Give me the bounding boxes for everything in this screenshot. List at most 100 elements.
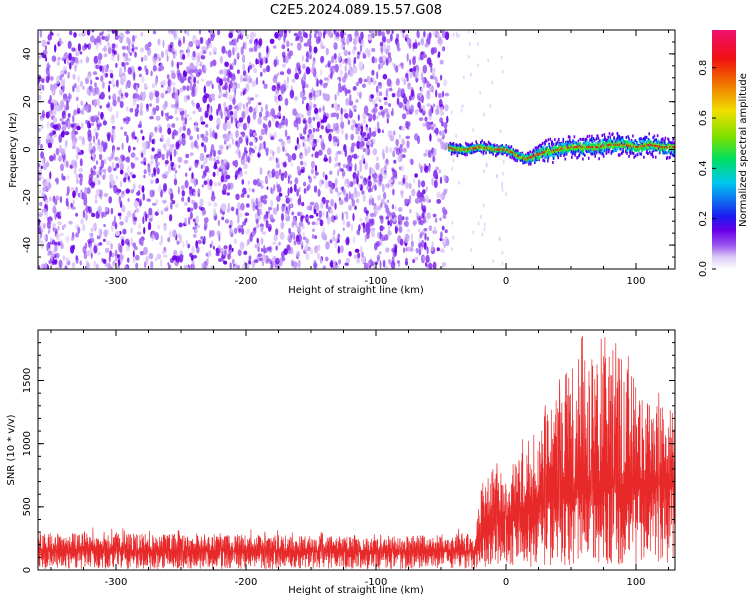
noise-speckle (119, 37, 123, 43)
noise-speckle (84, 187, 87, 195)
noise-speckle (375, 210, 379, 214)
noise-speckle (451, 110, 453, 114)
noise-speckle (406, 102, 409, 110)
noise-speckle (99, 65, 102, 71)
noise-speckle (270, 108, 275, 117)
noise-speckle (109, 174, 113, 183)
noise-speckle (98, 53, 103, 61)
noise-speckle (187, 128, 191, 136)
noise-speckle (308, 117, 312, 124)
noise-speckle (356, 198, 359, 203)
noise-speckle (39, 202, 42, 206)
noise-speckle (342, 76, 347, 82)
noise-speckle (138, 66, 142, 70)
noise-speckle (65, 140, 67, 149)
signal-cell (524, 161, 526, 164)
noise-speckle (359, 36, 362, 39)
noise-speckle (364, 105, 369, 114)
noise-speckle (341, 114, 343, 121)
noise-speckle (213, 246, 215, 250)
noise-speckle (156, 105, 160, 111)
noise-speckle (181, 115, 184, 121)
noise-speckle (183, 126, 186, 131)
noise-speckle (262, 56, 266, 64)
noise-speckle (422, 123, 427, 127)
noise-speckle (163, 39, 165, 48)
noise-speckle (125, 30, 130, 34)
noise-speckle (260, 226, 263, 232)
noise-speckle (281, 45, 285, 49)
noise-speckle (109, 251, 112, 257)
noise-speckle (301, 169, 305, 173)
noise-speckle (72, 200, 75, 206)
noise-speckle (417, 191, 422, 199)
noise-speckle (396, 148, 400, 155)
noise-speckle (63, 66, 67, 71)
noise-speckle (336, 113, 339, 120)
noise-speckle (123, 177, 126, 182)
noise-speckle (115, 63, 117, 68)
noise-speckle (274, 95, 277, 101)
noise-speckle (53, 153, 56, 161)
noise-speckle (294, 73, 299, 80)
noise-speckle (300, 161, 303, 166)
noise-speckle (225, 219, 229, 224)
noise-speckle (312, 234, 314, 239)
noise-speckle (117, 54, 119, 62)
noise-speckle (392, 151, 395, 158)
noise-speckle (444, 122, 448, 129)
noise-speckle (38, 95, 42, 101)
noise-speckle (78, 43, 81, 51)
noise-speckle (184, 109, 186, 118)
noise-speckle (159, 127, 161, 134)
noise-speckle (361, 254, 363, 257)
noise-speckle (252, 80, 256, 87)
signal-cell (511, 145, 513, 148)
noise-speckle (110, 73, 113, 78)
noise-speckle (150, 160, 153, 164)
noise-speckle (66, 161, 69, 168)
noise-speckle (395, 65, 398, 72)
noise-speckle (446, 116, 448, 123)
noise-speckle (377, 128, 380, 133)
noise-speckle (431, 177, 433, 186)
noise-speckle (376, 71, 378, 79)
noise-speckle (327, 148, 332, 156)
noise-speckle (344, 179, 348, 187)
noise-speckle (483, 203, 485, 207)
noise-speckle (102, 169, 107, 173)
noise-speckle (189, 168, 191, 171)
signal-cell (579, 154, 581, 157)
noise-speckle (292, 108, 297, 116)
noise-speckle (423, 65, 428, 74)
noise-speckle (434, 180, 438, 188)
noise-speckle (54, 199, 57, 206)
noise-speckle (152, 203, 156, 206)
noise-speckle (103, 230, 107, 237)
heatmap-cells (36, 26, 676, 272)
noise-speckle (392, 93, 396, 97)
noise-speckle (163, 183, 167, 192)
noise-speckle (393, 160, 396, 164)
noise-speckle (354, 109, 357, 112)
noise-speckle (120, 77, 124, 85)
noise-speckle (439, 217, 442, 221)
noise-speckle (377, 195, 381, 201)
noise-speckle (313, 176, 316, 179)
noise-speckle (345, 148, 348, 157)
noise-speckle (160, 66, 164, 71)
noise-speckle (224, 134, 228, 142)
noise-speckle (383, 260, 386, 268)
noise-speckle (281, 251, 285, 258)
noise-speckle (269, 156, 272, 161)
noise-speckle (167, 262, 169, 265)
noise-speckle (296, 251, 300, 257)
noise-speckle (98, 145, 103, 153)
noise-speckle (422, 189, 426, 194)
noise-speckle (157, 208, 159, 213)
noise-speckle (112, 93, 116, 101)
signal-cell (574, 154, 576, 157)
noise-speckle (397, 235, 401, 244)
noise-speckle (359, 142, 363, 150)
noise-speckle (373, 80, 377, 84)
